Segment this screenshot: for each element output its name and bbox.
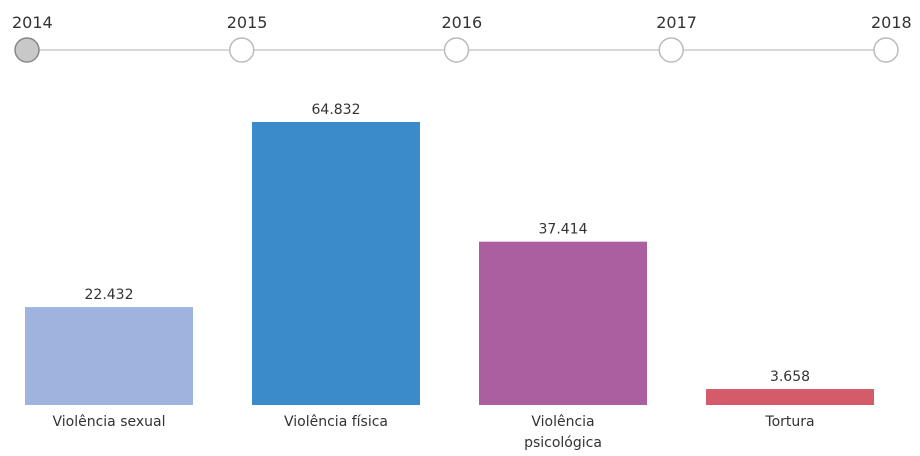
year-button[interactable]	[443, 37, 470, 63]
category-label: Violência sexual	[52, 414, 166, 430]
year-button[interactable]	[873, 37, 899, 63]
year-label[interactable]: 2014	[12, 13, 53, 32]
category-label: Violência psicológica	[524, 414, 602, 451]
year-label[interactable]: 2016	[442, 13, 483, 32]
value-label: 64.832	[312, 102, 361, 118]
year-label[interactable]: 2018	[871, 13, 912, 32]
category-label: Tortura	[765, 414, 815, 430]
value-label: 3.658	[770, 369, 810, 385]
category-label: Violência física	[284, 414, 388, 430]
year-button[interactable]	[229, 37, 255, 63]
value-label: 22.432	[85, 287, 134, 303]
bar	[25, 307, 193, 405]
bar	[706, 389, 874, 405]
year-label[interactable]: 2017	[656, 13, 697, 32]
year-label[interactable]: 2015	[227, 13, 268, 32]
bar	[479, 241, 647, 405]
value-label: 37.414	[539, 222, 588, 238]
bar	[252, 122, 420, 405]
year-button[interactable]	[14, 37, 40, 63]
year-button[interactable]	[658, 37, 684, 63]
